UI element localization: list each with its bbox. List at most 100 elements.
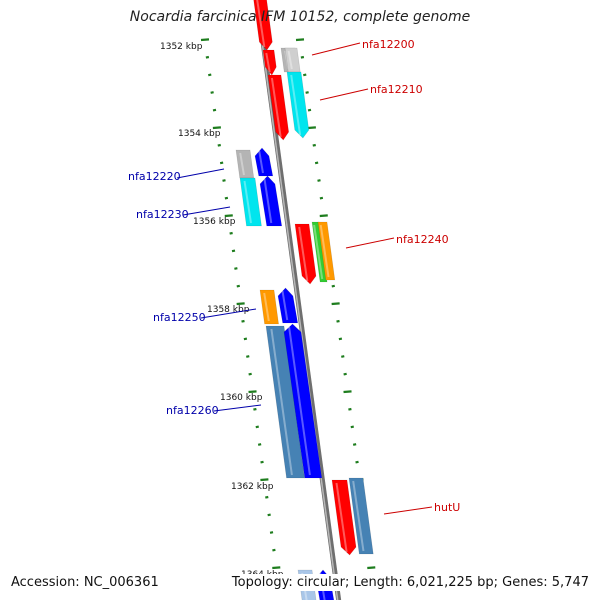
gene-arrow-nfa12210 [286, 71, 310, 139]
tick-mark-right [307, 126, 316, 130]
tick-label-1358: 1358 kbp [207, 305, 250, 315]
gene-arrow-nfa12240-orange [317, 221, 336, 281]
gene-arrow-blue-260 [283, 323, 323, 479]
tick-mark-left [272, 548, 276, 552]
tick-mark-left [224, 196, 229, 200]
tick-mark-left [222, 179, 226, 182]
tick-mark-left [236, 284, 240, 288]
tick-mark-left [217, 143, 221, 147]
tick-label-1354: 1354 kbp [178, 129, 221, 139]
leader-line-hutU [383, 506, 433, 515]
tick-mark-right [367, 566, 376, 570]
tick-mark-right [343, 372, 347, 376]
gene-arrow-sheen [243, 180, 252, 224]
gene-arrow-hutU [348, 477, 374, 555]
tick-mark-right [307, 108, 312, 112]
genome-backbone [254, 0, 342, 605]
tick-mark-left [265, 495, 269, 499]
leader-line-nfa12210 [319, 88, 369, 101]
gene-arrow-sheen [270, 328, 293, 476]
leader-line-nfa12230 [182, 206, 231, 216]
tick-label-1356: 1356 kbp [193, 217, 236, 227]
tick-mark-left [267, 513, 271, 517]
tick-mark-left [255, 425, 259, 429]
tick-label-1362: 1362 kbp [231, 482, 274, 492]
gene-arrow-nfa12240-green [311, 221, 328, 283]
gene-label-nfa12230: nfa12230 [136, 208, 189, 221]
tick-mark-right [312, 143, 316, 147]
gene-label-nfa12200: nfa12200 [362, 38, 415, 51]
tick-mark-right [303, 73, 307, 77]
gene-arrow-top-red-2 [262, 49, 277, 76]
tick-mark-left [219, 161, 224, 165]
tick-mark-right [343, 390, 352, 394]
gene-arrow-nfa12250 [259, 289, 279, 325]
tick-mark-right [352, 443, 357, 446]
genes-layer [235, 0, 374, 605]
tick-mark-left [208, 73, 212, 77]
leader-line-nfa12250 [200, 308, 257, 319]
tick-mark-right [350, 425, 354, 429]
accession-text: Accession: NC_006361 [9, 574, 161, 591]
tick-mark-right [317, 179, 321, 182]
tick-mark-right [355, 460, 359, 464]
gene-arrow-sheen [270, 77, 282, 138]
gene-arrow-blue-mid [259, 175, 283, 227]
leader-line-nfa12200 [311, 42, 361, 56]
tick-mark-right [331, 302, 340, 306]
map-title: Nocardia farcinica IFM 10152, complete g… [129, 9, 471, 25]
gene-label-nfa12260: nfa12260 [166, 404, 219, 417]
tick-mark-left [272, 566, 281, 570]
tick-mark-left [246, 355, 250, 358]
tick-mark-left [260, 460, 264, 464]
gene-arrow-sheen [281, 290, 289, 321]
gene-arrow-blue-258 [277, 287, 299, 324]
gene-arrow-sheen [290, 74, 302, 136]
gene-arrow-sheen [258, 150, 264, 174]
tick-mark-right [319, 196, 324, 200]
genome-summary-text: Topology: circular; Length: 6,021,225 bp… [229, 574, 591, 591]
tick-mark-left [243, 337, 248, 341]
gene-arrow-sheen [288, 326, 311, 476]
tick-mark-left [210, 91, 214, 94]
gene-arrow-nfa12240 [294, 223, 317, 285]
gene-arrow-sheen [256, 0, 266, 48]
tick-mark-right [314, 161, 319, 165]
tick-mark-right [331, 284, 335, 288]
leader-line-nfa12260 [213, 404, 262, 412]
gene-arrow-nfa12230 [239, 177, 262, 227]
tick-mark-right [338, 337, 343, 341]
tick-mark-right [341, 355, 345, 358]
gene-arrow-sheen [263, 178, 273, 224]
leader-line-nfa12240 [345, 237, 395, 249]
gene-arrow-sheen [239, 152, 245, 176]
tick-mark-left [205, 55, 210, 59]
tick-mark-left [269, 531, 274, 534]
tick-mark-left [212, 126, 221, 130]
gene-label-nfa12240: nfa12240 [396, 233, 449, 246]
tick-mark-left [260, 478, 269, 482]
tick-mark-left [224, 214, 233, 218]
tick-mark-left [248, 390, 257, 394]
tick-mark-left [241, 319, 245, 323]
tick-mark-right [336, 319, 340, 323]
tick-mark-left [253, 407, 257, 411]
backbone-layer [254, 0, 342, 605]
tick-mark-left [200, 38, 210, 42]
genome-backbone-highlight [255, 0, 340, 605]
tick-mark-right [295, 38, 305, 42]
tick-mark-right [300, 55, 305, 59]
gene-label-nfa12250: nfa12250 [153, 311, 206, 324]
tick-mark-left [236, 302, 245, 306]
gene-arrow-top-red-1 [253, 0, 273, 51]
gene-label-nfa12220: nfa12220 [128, 170, 181, 183]
leader-line-nfa12220 [176, 168, 225, 179]
gene-arrow-sheen [335, 482, 348, 553]
tick-mark-left [212, 108, 217, 112]
tick-mark-left [231, 249, 236, 253]
tick-mark-left [257, 443, 262, 446]
gene-arrow-sheen [265, 52, 271, 73]
tick-label-1360: 1360 kbp [220, 393, 263, 403]
